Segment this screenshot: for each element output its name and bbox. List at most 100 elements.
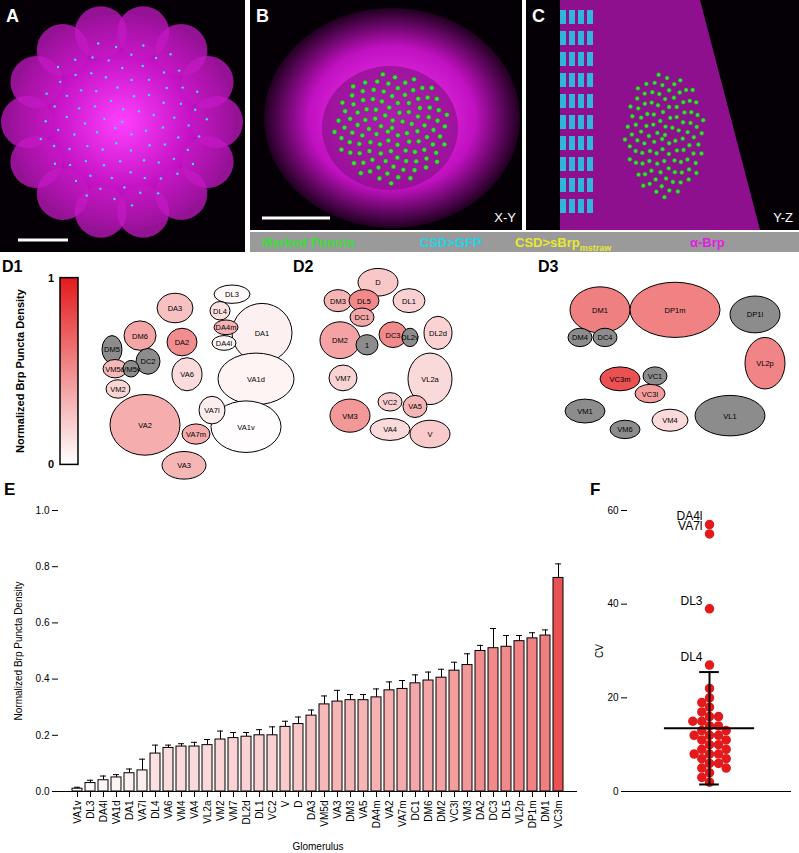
svg-text:DC2: DC2 bbox=[140, 357, 155, 366]
svg-text:DM6: DM6 bbox=[423, 800, 434, 822]
svg-text:VA3: VA3 bbox=[177, 461, 191, 470]
svg-text:DP1l: DP1l bbox=[747, 310, 764, 319]
svg-text:60: 60 bbox=[607, 505, 619, 516]
svg-text:DL1: DL1 bbox=[254, 800, 265, 819]
svg-text:Glomerulus: Glomerulus bbox=[292, 841, 343, 852]
svg-text:D: D bbox=[293, 801, 304, 808]
svg-text:DA4l: DA4l bbox=[98, 801, 109, 823]
svg-text:DM5: DM5 bbox=[104, 345, 120, 354]
svg-text:Marked Puncta: Marked Puncta bbox=[262, 235, 355, 250]
svg-text:D2: D2 bbox=[293, 258, 314, 275]
svg-text:CSD>GFP: CSD>GFP bbox=[420, 235, 482, 250]
svg-text:VM4: VM4 bbox=[662, 416, 677, 425]
svg-text:VA6: VA6 bbox=[180, 370, 194, 379]
svg-text:VL2p: VL2p bbox=[756, 359, 774, 368]
svg-text:1.0: 1.0 bbox=[36, 505, 50, 516]
svg-text:VA7m: VA7m bbox=[397, 801, 408, 828]
svg-text:VM2: VM2 bbox=[110, 385, 125, 394]
svg-text:VL2p: VL2p bbox=[514, 800, 525, 824]
svg-text:0: 0 bbox=[613, 786, 619, 797]
svg-text:VA2: VA2 bbox=[138, 421, 152, 430]
svg-text:VM6: VM6 bbox=[617, 425, 632, 434]
svg-text:VC1: VC1 bbox=[648, 372, 663, 381]
svg-text:VM4: VM4 bbox=[176, 800, 187, 821]
svg-text:CSD>sBrpmstraw: CSD>sBrpmstraw bbox=[515, 235, 612, 253]
svg-text:X-Y: X-Y bbox=[494, 210, 516, 225]
svg-text:VA1d: VA1d bbox=[111, 801, 122, 825]
svg-text:0.8: 0.8 bbox=[36, 561, 50, 572]
svg-text:DM4: DM4 bbox=[572, 333, 588, 342]
svg-text:DP1m: DP1m bbox=[665, 306, 686, 315]
svg-text:DA3: DA3 bbox=[306, 800, 317, 820]
svg-text:VA2: VA2 bbox=[384, 800, 395, 819]
svg-text:DL2d: DL2d bbox=[429, 329, 447, 338]
svg-text:DL3: DL3 bbox=[85, 800, 96, 819]
svg-text:D: D bbox=[375, 278, 381, 287]
svg-text:20: 20 bbox=[607, 692, 619, 703]
svg-text:DC3: DC3 bbox=[488, 800, 499, 820]
svg-text:DL2v: DL2v bbox=[401, 333, 419, 342]
svg-text:DM1: DM1 bbox=[540, 800, 551, 822]
svg-text:DA4l: DA4l bbox=[216, 339, 233, 348]
svg-text:VA6: VA6 bbox=[163, 800, 174, 819]
svg-text:VM7: VM7 bbox=[228, 800, 239, 821]
svg-text:DL4: DL4 bbox=[150, 800, 161, 819]
svg-text:Y-Z: Y-Z bbox=[773, 210, 793, 225]
svg-text:0.4: 0.4 bbox=[36, 673, 50, 684]
svg-text:DL5: DL5 bbox=[357, 297, 371, 306]
svg-text:VL1: VL1 bbox=[723, 412, 736, 421]
svg-text:DL4: DL4 bbox=[213, 307, 227, 316]
svg-text:VA7l: VA7l bbox=[678, 519, 702, 533]
svg-text:1: 1 bbox=[365, 341, 369, 350]
svg-text:DM2: DM2 bbox=[332, 336, 348, 345]
svg-text:VL2a: VL2a bbox=[421, 375, 439, 384]
svg-text:Normalized Brp Puncta Density: Normalized Brp Puncta Density bbox=[14, 288, 26, 453]
svg-text:VL2a: VL2a bbox=[202, 800, 213, 824]
svg-text:VA3: VA3 bbox=[332, 800, 343, 819]
svg-text:Normalized Brp Puncta Density: Normalized Brp Puncta Density bbox=[13, 582, 24, 721]
svg-text:VC3l: VC3l bbox=[642, 390, 659, 399]
svg-text:DC3: DC3 bbox=[385, 331, 400, 340]
svg-text:DA1: DA1 bbox=[255, 329, 270, 338]
svg-text:VC3m: VC3m bbox=[553, 801, 564, 829]
svg-text:VA4: VA4 bbox=[189, 800, 200, 819]
svg-text:VM1: VM1 bbox=[577, 407, 592, 416]
svg-text:VM5v: VM5v bbox=[121, 365, 140, 374]
svg-text:VA7m: VA7m bbox=[186, 430, 206, 439]
svg-text:DP1m: DP1m bbox=[527, 801, 538, 829]
svg-text:VA5: VA5 bbox=[408, 402, 422, 411]
svg-text:VA7l: VA7l bbox=[137, 801, 148, 821]
svg-text:D3: D3 bbox=[538, 258, 559, 275]
svg-text:B: B bbox=[256, 6, 269, 26]
svg-text:VA1d: VA1d bbox=[247, 375, 265, 384]
svg-text:V: V bbox=[280, 800, 291, 807]
svg-text:DM1: DM1 bbox=[592, 306, 608, 315]
svg-text:VC2: VC2 bbox=[383, 398, 398, 407]
svg-text:DA2: DA2 bbox=[175, 338, 190, 347]
svg-text:VM3: VM3 bbox=[462, 800, 473, 821]
svg-text:VC3l: VC3l bbox=[449, 801, 460, 823]
svg-text:VM5d: VM5d bbox=[319, 801, 330, 827]
svg-text:VM7: VM7 bbox=[335, 374, 350, 383]
svg-text:VM3: VM3 bbox=[342, 412, 357, 421]
svg-text:DA3: DA3 bbox=[168, 304, 183, 313]
svg-text:VC2: VC2 bbox=[267, 800, 278, 820]
svg-text:0: 0 bbox=[48, 458, 54, 470]
svg-text:VA5: VA5 bbox=[358, 800, 369, 819]
svg-text:DL2d: DL2d bbox=[241, 801, 252, 825]
svg-text:1: 1 bbox=[48, 272, 54, 284]
svg-text:0.0: 0.0 bbox=[36, 786, 50, 797]
svg-text:A: A bbox=[6, 6, 19, 26]
svg-text:C: C bbox=[532, 6, 545, 26]
svg-text:V: V bbox=[427, 430, 432, 439]
svg-text:DA4m: DA4m bbox=[216, 323, 237, 332]
svg-text:α-Brp: α-Brp bbox=[690, 235, 725, 250]
svg-text:DM6: DM6 bbox=[132, 332, 148, 341]
svg-text:DL5: DL5 bbox=[501, 800, 512, 819]
svg-text:0.2: 0.2 bbox=[36, 730, 50, 741]
svg-text:VM2: VM2 bbox=[215, 800, 226, 821]
svg-text:VA7l: VA7l bbox=[204, 406, 220, 415]
svg-text:VA1v: VA1v bbox=[72, 801, 83, 824]
svg-text:DL3: DL3 bbox=[225, 290, 239, 299]
svg-text:DL4: DL4 bbox=[680, 650, 702, 664]
